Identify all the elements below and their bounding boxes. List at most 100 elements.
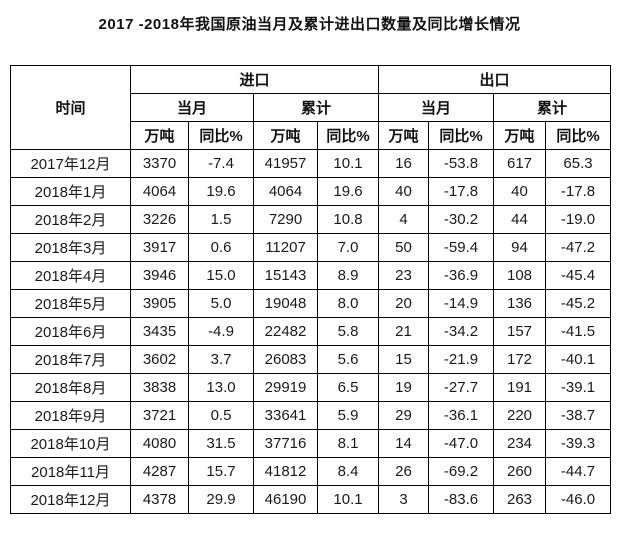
header-import-month: 当月 xyxy=(130,93,254,122)
cell-export-month-amount: 40 xyxy=(378,177,430,206)
cell-import-month-amount: 3917 xyxy=(130,233,189,262)
cell-import-month-yoy: 0.6 xyxy=(188,233,254,262)
cell-export-cum-amount: 40 xyxy=(493,177,547,206)
cell-time: 2018年11月 xyxy=(10,457,131,486)
cell-export-cum-amount: 260 xyxy=(493,457,547,486)
cell-export-month-amount: 50 xyxy=(378,233,430,262)
cell-export-month-yoy: -21.9 xyxy=(428,345,495,374)
cell-import-month-yoy: 0.5 xyxy=(188,401,254,430)
cell-import-cum-yoy: 10.1 xyxy=(316,485,380,514)
cell-export-cum-yoy: -47.2 xyxy=(545,233,612,262)
header-import-cum-yoy: 同比% xyxy=(316,121,380,150)
cell-export-month-amount: 23 xyxy=(378,261,430,290)
header-import-cumulative: 累计 xyxy=(252,93,380,122)
cell-import-month-amount: 3721 xyxy=(130,401,189,430)
cell-export-cum-yoy: -39.1 xyxy=(545,373,612,402)
cell-import-month-yoy: 15.7 xyxy=(188,457,254,486)
table-row: 2018年9月 3721 0.5 33641 5.9 29 -36.1 220 … xyxy=(10,401,612,430)
cell-export-cum-amount: 108 xyxy=(493,261,547,290)
table-row: 2018年3月 3917 0.6 11207 7.0 50 -59.4 94 -… xyxy=(10,233,612,262)
cell-import-month-yoy: 1.5 xyxy=(188,205,254,234)
cell-import-cum-amount: 37716 xyxy=(253,429,318,458)
cell-export-cum-amount: 234 xyxy=(493,429,547,458)
cell-import-month-amount: 3435 xyxy=(130,317,189,346)
cell-import-cum-yoy: 5.8 xyxy=(316,317,380,346)
cell-import-cum-yoy: 5.9 xyxy=(316,401,380,430)
cell-import-month-amount: 3905 xyxy=(130,289,189,318)
cell-export-cum-yoy: -41.5 xyxy=(545,317,612,346)
cell-export-month-yoy: -17.8 xyxy=(428,177,495,206)
cell-export-month-yoy: -30.2 xyxy=(428,205,495,234)
cell-time: 2018年6月 xyxy=(10,317,131,346)
cell-import-month-yoy: 31.5 xyxy=(188,429,254,458)
cell-time: 2018年5月 xyxy=(10,289,131,318)
cell-import-cum-amount: 46190 xyxy=(253,485,318,514)
cell-export-cum-yoy: 65.3 xyxy=(545,149,612,178)
cell-export-cum-amount: 220 xyxy=(493,401,547,430)
cell-export-month-yoy: -83.6 xyxy=(428,485,495,514)
cell-import-month-amount: 4064 xyxy=(130,177,189,206)
cell-import-month-yoy: -4.9 xyxy=(188,317,254,346)
table-row: 2018年4月 3946 15.0 15143 8.9 23 -36.9 108… xyxy=(10,261,612,290)
table-body: 2017年12月 3370 -7.4 41957 10.1 16 -53.8 6… xyxy=(10,149,612,514)
cell-export-cum-yoy: -45.2 xyxy=(545,289,612,318)
cell-export-cum-yoy: -38.7 xyxy=(545,401,612,430)
table-row: 2018年5月 3905 5.0 19048 8.0 20 -14.9 136 … xyxy=(10,289,612,318)
cell-export-month-yoy: -69.2 xyxy=(428,457,495,486)
cell-export-cum-amount: 157 xyxy=(493,317,547,346)
cell-export-cum-yoy: -19.0 xyxy=(545,205,612,234)
cell-import-month-amount: 4080 xyxy=(130,429,189,458)
cell-export-month-yoy: -36.9 xyxy=(428,261,495,290)
header-export-month-yoy: 同比% xyxy=(428,121,495,150)
cell-export-cum-amount: 94 xyxy=(493,233,547,262)
cell-import-cum-yoy: 19.6 xyxy=(316,177,380,206)
header-export-month-amount: 万吨 xyxy=(378,121,430,150)
cell-import-cum-amount: 4064 xyxy=(253,177,318,206)
table-row: 2018年8月 3838 13.0 29919 6.5 19 -27.7 191… xyxy=(10,373,612,402)
cell-import-month-yoy: -7.4 xyxy=(188,149,254,178)
table-row: 2018年1月 4064 19.6 4064 19.6 40 -17.8 40 … xyxy=(10,177,612,206)
cell-import-cum-yoy: 10.8 xyxy=(316,205,380,234)
cell-time: 2018年4月 xyxy=(10,261,131,290)
cell-import-cum-yoy: 6.5 xyxy=(316,373,380,402)
cell-export-month-amount: 19 xyxy=(378,373,430,402)
cell-import-month-yoy: 19.6 xyxy=(188,177,254,206)
cell-export-cum-amount: 263 xyxy=(493,485,547,514)
cell-import-cum-yoy: 8.4 xyxy=(316,457,380,486)
cell-import-month-yoy: 13.0 xyxy=(188,373,254,402)
cell-import-month-amount: 3946 xyxy=(130,261,189,290)
cell-time: 2018年3月 xyxy=(10,233,131,262)
cell-import-month-yoy: 15.0 xyxy=(188,261,254,290)
header-row-groups: 时间 进口 出口 xyxy=(10,65,612,150)
cell-import-month-yoy: 5.0 xyxy=(188,289,254,318)
header-import-month-yoy: 同比% xyxy=(188,121,254,150)
crude-oil-table: 时间 进口 出口 当月 累计 当月 累计 万吨 同比% 万吨 同比% 万吨 同比… xyxy=(10,65,612,514)
cell-export-cum-yoy: -40.1 xyxy=(545,345,612,374)
cell-import-cum-yoy: 5.6 xyxy=(316,345,380,374)
cell-import-month-amount: 3838 xyxy=(130,373,189,402)
cell-export-month-yoy: -27.7 xyxy=(428,373,495,402)
cell-export-month-yoy: -59.4 xyxy=(428,233,495,262)
header-import-month-amount: 万吨 xyxy=(130,121,189,150)
cell-export-month-yoy: -53.8 xyxy=(428,149,495,178)
cell-time: 2018年10月 xyxy=(10,429,131,458)
header-time: 时间 xyxy=(10,65,131,150)
cell-export-cum-yoy: -39.3 xyxy=(545,429,612,458)
table-row: 2018年7月 3602 3.7 26083 5.6 15 -21.9 172 … xyxy=(10,345,612,374)
cell-import-cum-amount: 11207 xyxy=(253,233,318,262)
header-export-cum-yoy: 同比% xyxy=(545,121,612,150)
cell-import-month-amount: 3602 xyxy=(130,345,189,374)
cell-import-month-amount: 3370 xyxy=(130,149,189,178)
table-row: 2017年12月 3370 -7.4 41957 10.1 16 -53.8 6… xyxy=(10,149,612,178)
cell-import-cum-amount: 7290 xyxy=(253,205,318,234)
cell-export-month-amount: 15 xyxy=(378,345,430,374)
cell-export-cum-yoy: -46.0 xyxy=(545,485,612,514)
cell-import-cum-amount: 41812 xyxy=(253,457,318,486)
cell-import-month-amount: 4378 xyxy=(130,485,189,514)
cell-export-month-amount: 4 xyxy=(378,205,430,234)
table-row: 2018年2月 3226 1.5 7290 10.8 4 -30.2 44 -1… xyxy=(10,205,612,234)
header-row-units: 万吨 同比% 万吨 同比% 万吨 同比% 万吨 同比% xyxy=(11,121,612,150)
cell-export-month-amount: 14 xyxy=(378,429,430,458)
header-import-cum-amount: 万吨 xyxy=(253,121,318,150)
cell-import-cum-yoy: 8.0 xyxy=(316,289,380,318)
